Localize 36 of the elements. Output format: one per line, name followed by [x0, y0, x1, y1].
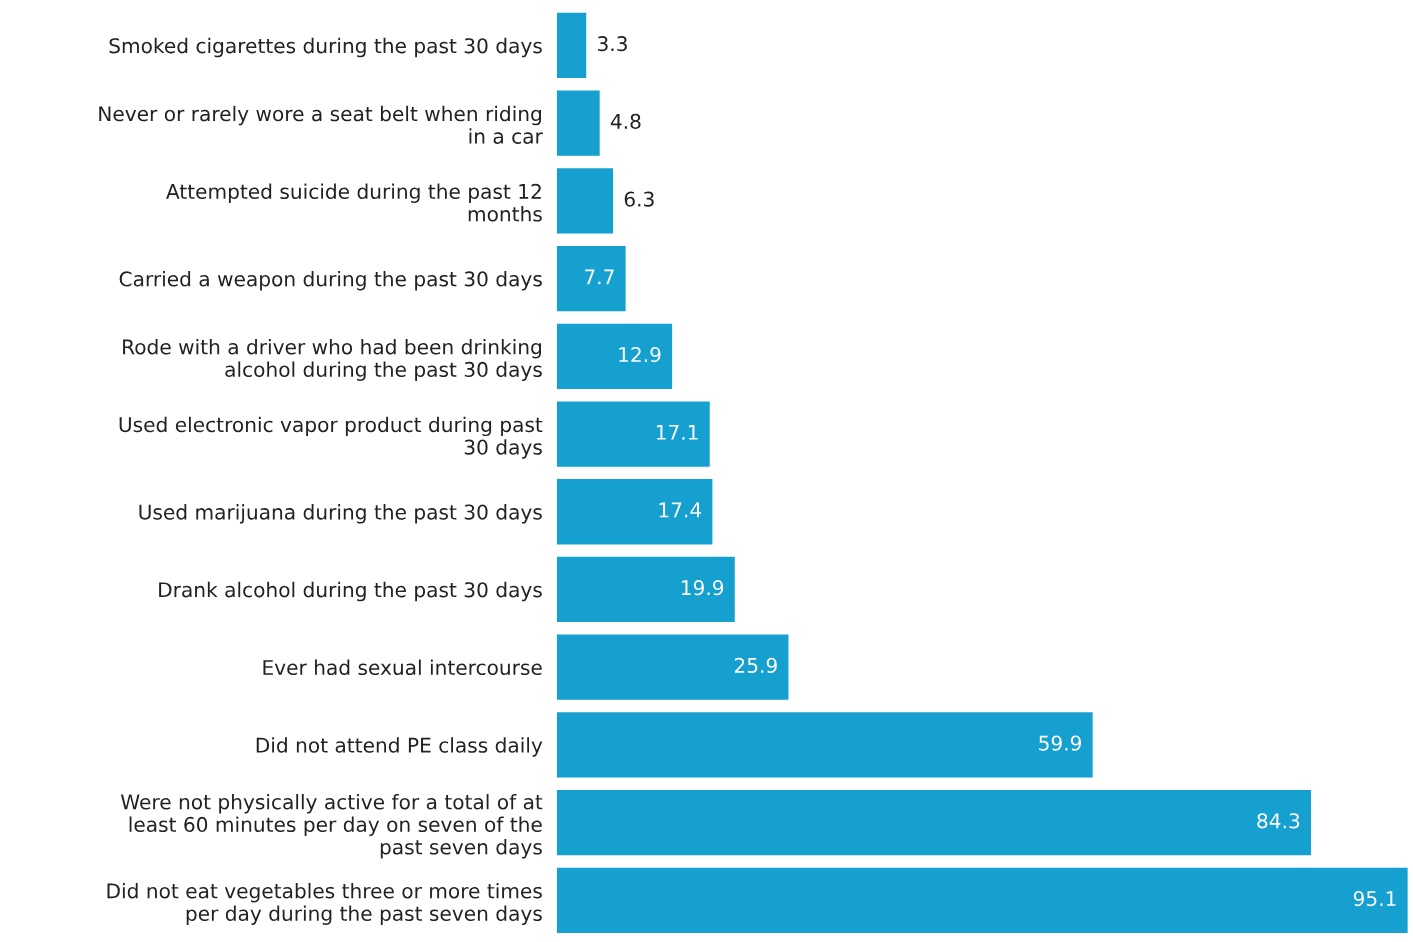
y-tick-label: Never or rarely wore a seat belt when riding in a car: [99, 105, 543, 144]
bar: [556, 479, 713, 545]
bar: [556, 90, 600, 156]
data-label: 25.9: [734, 657, 777, 674]
y-tick-label: Attempted suicide during the past 12 months: [166, 183, 542, 222]
data-label: 84.3: [1257, 813, 1300, 829]
data-label: 12.9: [619, 346, 661, 363]
y-tick-label: Did not attend PE class daily: [256, 737, 543, 757]
y-tick-label: Ever had sexual intercourse: [263, 659, 542, 676]
bar: [556, 789, 1311, 856]
y-tick-label: Used electronic vapor product during past 30 days: [119, 416, 543, 459]
bar: [556, 867, 1408, 933]
y-tick-label: Used marijuana during the past 30 days: [139, 504, 542, 524]
data-label: 17.1: [656, 424, 698, 440]
data-label: 59.9: [1039, 735, 1082, 751]
y-tick-label: Drank alcohol during the past 30 days: [159, 581, 542, 602]
data-label: 17.4: [659, 502, 702, 518]
y-tick-label: Carried a weapon during the past 30 days: [119, 270, 542, 291]
y-tick-label: Were not physically active for a total of at least 60 minutes per day on seven of the past seven days: [120, 793, 543, 859]
data-label: 19.9: [681, 580, 724, 596]
bar: [556, 245, 626, 312]
data-label: 3.3: [597, 36, 627, 52]
data-label: 95.1: [1353, 890, 1396, 907]
y-tick-label: Rode with a driver who had been drinking alcohol during the past 30 days: [123, 338, 542, 381]
bar: [556, 712, 1093, 778]
bar: [556, 401, 710, 467]
bar: [556, 12, 587, 79]
bar: [556, 634, 789, 700]
bar: [556, 168, 614, 234]
data-label: 6.3: [624, 191, 654, 207]
data-label: 4.8: [610, 113, 641, 130]
bar: [556, 556, 735, 623]
y-tick-label: Did not eat vegetables three or more times per day during the past seven days: [107, 882, 542, 925]
data-label: 7.7: [585, 269, 614, 285]
y-tick-label: Smoked cigarettes during the past 30 days: [109, 37, 542, 58]
bar: [556, 323, 673, 389]
